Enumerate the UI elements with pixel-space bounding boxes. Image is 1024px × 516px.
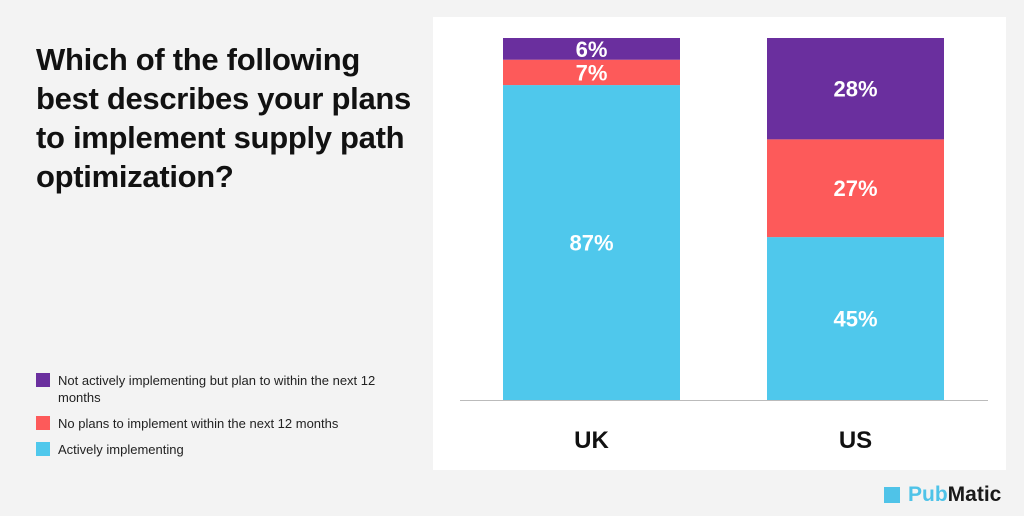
chart-panel: 87% 7% 6% UK 45% 27% 28% US xyxy=(433,17,1006,470)
legend-item: Not actively implementing but plan to wi… xyxy=(36,372,406,406)
data-label: 87% xyxy=(569,231,613,256)
legend-label: Actively implementing xyxy=(58,442,184,457)
pubmatic-logo: Pub Matic xyxy=(884,483,1001,507)
legend-swatch xyxy=(36,373,50,387)
legend-label: Not actively implementing but plan to wi… xyxy=(58,373,376,405)
data-label: 27% xyxy=(833,176,877,201)
data-label: 6% xyxy=(576,37,608,62)
bar-segment xyxy=(767,139,944,238)
data-label: 28% xyxy=(833,77,877,102)
legend-label: No plans to implement within the next 12… xyxy=(58,416,339,431)
x-tick-label: US xyxy=(839,427,872,454)
bar-segment xyxy=(767,237,944,400)
data-label: 7% xyxy=(576,60,608,85)
stacked-bar-chart: 87% 7%6% UK 45% 27% 28% US xyxy=(460,37,988,454)
bar-segment xyxy=(503,85,680,400)
bar-segment xyxy=(767,38,944,140)
chart-title: Which of the following best describes yo… xyxy=(36,42,411,194)
bar-segment xyxy=(503,38,680,60)
legend-item: No plans to implement within the next 12… xyxy=(36,415,406,432)
logo-text-matic: Matic xyxy=(947,483,1002,506)
logo-square-icon xyxy=(884,487,900,503)
data-label: 45% xyxy=(833,307,877,332)
legend-swatch xyxy=(36,416,50,430)
logo-text-pub: Pub xyxy=(908,483,948,506)
bar-segment xyxy=(503,59,680,86)
legend-swatch xyxy=(36,442,50,456)
legend-item: Actively implementing xyxy=(36,441,406,458)
x-tick-label: UK xyxy=(574,427,609,454)
legend: Not actively implementing but plan to wi… xyxy=(36,372,406,467)
